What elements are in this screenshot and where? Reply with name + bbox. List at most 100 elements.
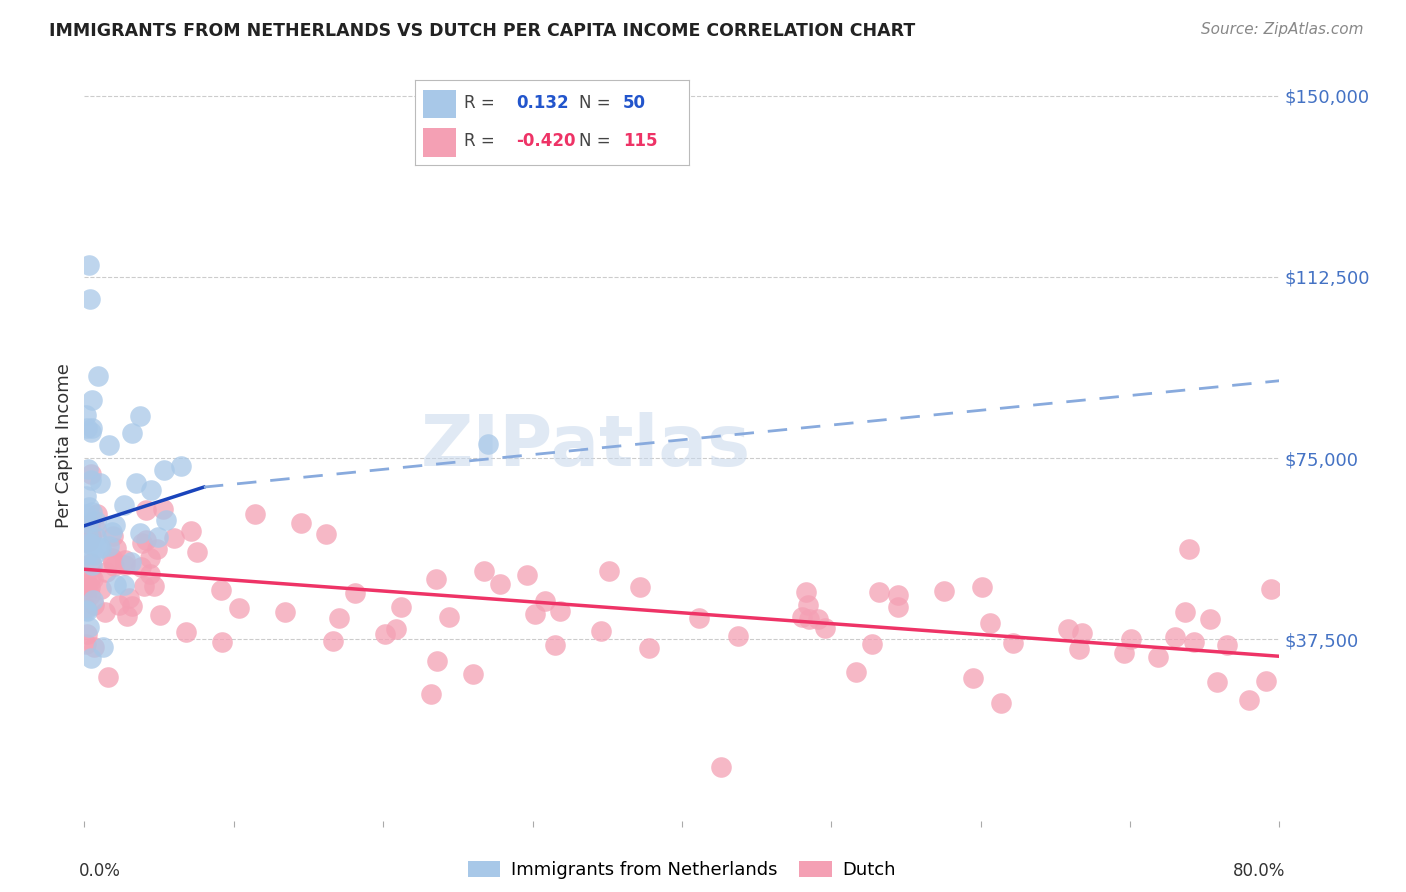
Text: Source: ZipAtlas.com: Source: ZipAtlas.com [1201,22,1364,37]
Point [533,594,555,608]
Point [1178,541,1201,556]
Point [806,612,828,626]
Text: 0.0%: 0.0% [79,862,121,880]
Point [243,508,266,522]
Point [101,528,124,542]
Text: 50: 50 [623,95,647,112]
Point [972,580,994,594]
Point [75,603,97,617]
Point [598,564,620,578]
Text: N =: N = [579,132,610,150]
Point [135,533,157,547]
Point [77,258,100,272]
Point [80,392,103,407]
Point [118,591,141,606]
Point [90,582,112,597]
Text: -0.420: -0.420 [516,132,575,150]
Point [112,498,135,512]
Point [1199,612,1222,626]
Point [544,638,567,652]
Point [104,518,127,533]
Point [76,548,98,562]
Point [1174,605,1197,619]
Point [82,421,104,435]
Point [228,601,250,615]
Point [1002,636,1025,650]
Point [886,588,908,602]
Point [101,524,124,539]
Point [813,621,835,635]
Point [628,580,651,594]
Point [94,605,117,619]
Point [516,568,538,582]
Point [103,559,125,574]
Point [79,580,101,594]
Point [180,524,202,538]
Point [79,620,101,634]
Point [129,409,152,424]
Point [343,586,366,600]
Point [83,640,105,655]
Point [121,599,143,613]
Point [274,606,297,620]
Point [425,572,447,586]
Point [98,539,121,553]
Point [75,409,97,423]
Point [83,548,105,562]
Point [1164,630,1187,644]
Point [108,599,131,613]
Point [209,582,232,597]
Point [75,508,97,522]
Point [932,583,955,598]
Point [79,588,101,602]
Point [710,760,733,774]
Text: 0.132: 0.132 [516,95,569,112]
Point [1205,675,1227,690]
Point [77,535,100,549]
Point [1069,642,1091,657]
Point [790,609,813,624]
Point [80,570,103,584]
Point [419,687,441,701]
Text: 80.0%: 80.0% [1233,862,1285,880]
Point [163,531,186,545]
Point [523,607,546,622]
Point [211,634,233,648]
Point [114,558,136,573]
Point [79,534,101,549]
Point [489,577,512,591]
Point [591,624,613,639]
Point [80,505,103,519]
Point [79,651,101,665]
Point [125,476,148,491]
Point [152,463,174,477]
Point [328,611,350,625]
Point [426,654,449,668]
Point [688,611,710,625]
Point [75,489,97,503]
Point [797,612,820,626]
Text: 115: 115 [623,132,658,150]
Point [174,625,197,640]
Point [1260,582,1282,596]
Point [868,585,890,599]
Point [77,529,100,543]
Point [77,500,100,515]
Point [98,438,121,452]
Point [76,604,98,618]
Point [114,553,136,567]
Point [477,436,499,450]
Text: IMMIGRANTS FROM NETHERLANDS VS DUTCH PER CAPITA INCOME CORRELATION CHART: IMMIGRANTS FROM NETHERLANDS VS DUTCH PER… [49,22,915,40]
Point [637,640,659,655]
Point [94,565,117,579]
Text: R =: R = [464,132,495,150]
Point [155,513,177,527]
Point [75,600,97,615]
Point [87,368,110,383]
Point [797,598,820,612]
Point [962,671,984,685]
Point [384,622,406,636]
Text: N =: N = [579,95,610,112]
Point [86,508,108,522]
Point [290,516,312,530]
